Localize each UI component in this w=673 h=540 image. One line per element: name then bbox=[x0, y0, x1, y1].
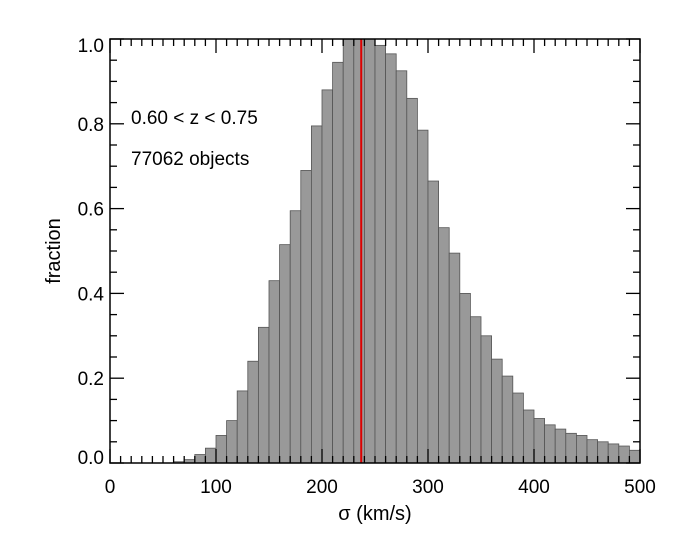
histogram-bar bbox=[523, 409, 535, 464]
histogram-bar bbox=[353, 38, 365, 464]
x-tick-label: 200 bbox=[306, 477, 338, 498]
histogram-bar bbox=[565, 432, 577, 464]
y-tick-label: 0.8 bbox=[78, 115, 104, 136]
histogram-bar bbox=[363, 38, 376, 464]
redshift-range-annotation: 0.60 < z < 0.75 bbox=[131, 108, 258, 129]
histogram-bar bbox=[321, 89, 334, 464]
y-tick-label: 1.0 bbox=[78, 36, 104, 57]
histogram-bar bbox=[279, 244, 291, 464]
histogram-bars bbox=[173, 38, 641, 464]
x-axis-label: σ (km/s) bbox=[338, 503, 411, 525]
histogram-bar bbox=[501, 375, 514, 464]
histogram-bar bbox=[374, 44, 387, 464]
histogram-bar bbox=[554, 428, 567, 464]
histogram-bar bbox=[257, 326, 270, 464]
histogram-bar bbox=[469, 316, 482, 464]
y-tick-label: 0.2 bbox=[78, 369, 104, 390]
histogram-bar bbox=[416, 129, 429, 464]
histogram-bar bbox=[618, 445, 630, 464]
histogram-bar bbox=[342, 38, 355, 464]
histogram-bar bbox=[289, 210, 302, 464]
histogram-bar bbox=[607, 443, 620, 464]
object-count-annotation: 77062 objects bbox=[131, 149, 249, 170]
histogram-bar bbox=[438, 227, 450, 464]
x-tick-label: 500 bbox=[624, 477, 656, 498]
histogram-bar bbox=[491, 358, 503, 464]
histogram-bar bbox=[194, 454, 206, 464]
histogram-bar bbox=[544, 424, 556, 464]
histogram-bar bbox=[332, 61, 344, 464]
y-tick-label: 0.4 bbox=[78, 284, 105, 305]
histogram-bar bbox=[406, 97, 418, 464]
histogram-bar bbox=[512, 392, 524, 464]
histogram-bar bbox=[597, 441, 609, 464]
histogram-bar bbox=[247, 360, 259, 464]
histogram-bar bbox=[576, 435, 588, 464]
histogram-bar bbox=[427, 180, 440, 464]
tick-labels: 0 100 200 300 400 500 0.0 0.2 0.4 0.6 0.8 1.0 bbox=[78, 36, 656, 498]
x-tick-label: 100 bbox=[200, 477, 232, 498]
histogram-bar bbox=[533, 418, 545, 464]
y-axis-label: fraction bbox=[43, 218, 65, 284]
axis-ticks bbox=[109, 38, 641, 464]
y-tick-label: 0.6 bbox=[78, 200, 104, 221]
histogram-bar bbox=[204, 447, 217, 464]
histogram-bar bbox=[480, 335, 492, 464]
x-tick-label: 0 bbox=[105, 477, 116, 498]
histogram-bar bbox=[448, 252, 461, 464]
histogram-bar bbox=[268, 280, 281, 464]
histogram-bar bbox=[310, 125, 323, 464]
histogram-bar bbox=[215, 435, 227, 464]
histogram-bar bbox=[226, 420, 238, 464]
x-tick-label: 300 bbox=[412, 477, 444, 498]
histogram-bar bbox=[395, 70, 408, 464]
histogram-bar bbox=[586, 439, 599, 464]
x-tick-label: 400 bbox=[518, 477, 550, 498]
histogram-bar bbox=[236, 390, 249, 464]
histogram-bar bbox=[300, 170, 312, 464]
histogram-bar bbox=[459, 292, 471, 464]
y-tick-label: 0.0 bbox=[78, 448, 104, 469]
histogram-bar bbox=[629, 449, 641, 464]
histogram-bar bbox=[385, 53, 397, 464]
